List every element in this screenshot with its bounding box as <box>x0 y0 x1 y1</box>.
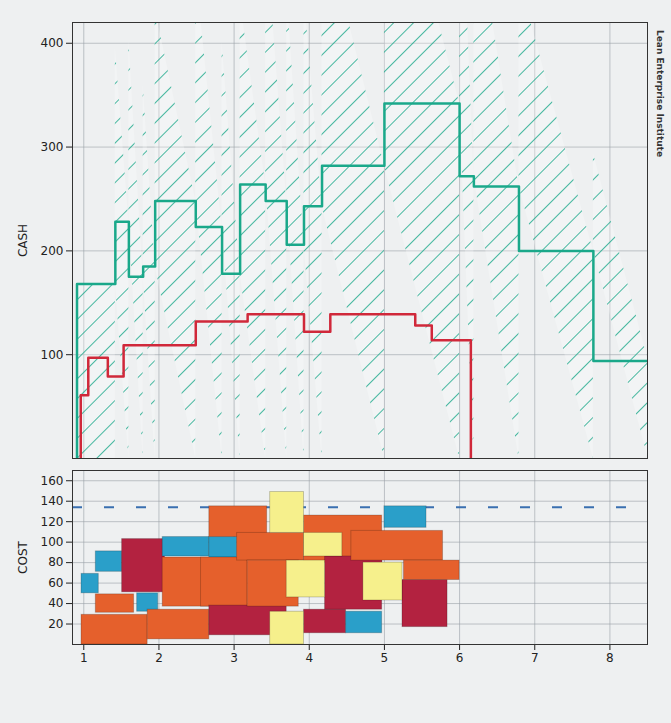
svg-text:300: 300 <box>41 140 64 154</box>
svg-text:1: 1 <box>80 651 88 665</box>
svg-text:80: 80 <box>48 555 63 569</box>
svg-text:400: 400 <box>41 36 64 50</box>
svg-text:120: 120 <box>41 515 64 529</box>
svg-text:20: 20 <box>48 617 63 631</box>
svg-text:200: 200 <box>41 244 64 258</box>
svg-text:160: 160 <box>41 474 64 488</box>
svg-text:7: 7 <box>531 651 539 665</box>
svg-text:3: 3 <box>230 651 238 665</box>
svg-text:COST: COST <box>16 540 30 573</box>
svg-text:100: 100 <box>41 348 64 362</box>
svg-text:CASH: CASH <box>16 224 30 257</box>
svg-text:2: 2 <box>155 651 163 665</box>
svg-text:6: 6 <box>456 651 464 665</box>
svg-text:8: 8 <box>606 651 614 665</box>
svg-text:140: 140 <box>41 494 64 508</box>
svg-text:40: 40 <box>48 596 63 610</box>
svg-text:4: 4 <box>305 651 313 665</box>
html-text:Lean Enterprise Institute: Lean Enterprise Institute <box>655 30 665 157</box>
svg-text:60: 60 <box>48 576 63 590</box>
svg-text:100: 100 <box>41 535 64 549</box>
svg-text:5: 5 <box>381 651 389 665</box>
